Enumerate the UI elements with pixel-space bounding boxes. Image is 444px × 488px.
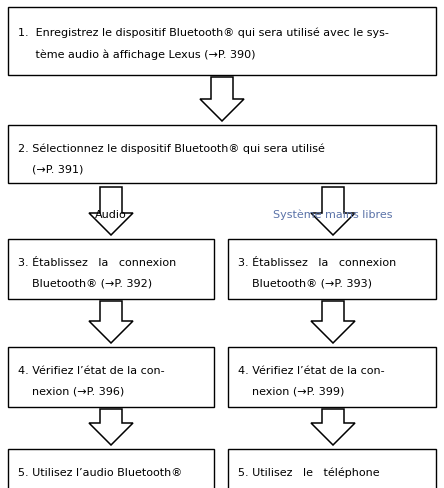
Text: (→P. 396): (→P. 396) [18,487,83,488]
Text: tème audio à affichage Lexus (→P. 390): tème audio à affichage Lexus (→P. 390) [18,50,255,61]
Polygon shape [89,302,133,343]
Bar [228,240,436,299]
Text: Audio: Audio [95,209,127,220]
Bar [8,347,214,407]
Text: 5. Utilisez   le   téléphone: 5. Utilisez le téléphone [238,467,380,478]
Text: 3. Établissez   la   connexion: 3. Établissez la connexion [18,258,176,267]
Text: 4. Vérifiez l’état de la con-: 4. Vérifiez l’état de la con- [238,365,385,375]
Bar [8,8,436,76]
Text: (→P. 391): (→P. 391) [18,163,83,174]
Polygon shape [311,409,355,445]
Text: 2. Sélectionnez le dispositif Bluetooth® qui sera utilisé: 2. Sélectionnez le dispositif Bluetooth®… [18,143,325,154]
Polygon shape [311,302,355,343]
Text: 3. Établissez   la   connexion: 3. Établissez la connexion [238,258,396,267]
Bar [8,449,214,488]
Text: nexion (→P. 399): nexion (→P. 399) [238,385,345,395]
Bar [8,126,436,183]
Bar [228,449,436,488]
Text: nexion (→P. 396): nexion (→P. 396) [18,385,124,395]
Text: Système mains libres: Système mains libres [273,209,393,220]
Polygon shape [89,409,133,445]
Bar [8,240,214,299]
Text: 1.  Enregistrez le dispositif Bluetooth® qui sera utilisé avec le sys-: 1. Enregistrez le dispositif Bluetooth® … [18,28,389,39]
Text: 4. Vérifiez l’état de la con-: 4. Vérifiez l’état de la con- [18,365,165,375]
Text: Bluetooth® (→P. 393): Bluetooth® (→P. 393) [238,278,372,287]
Polygon shape [200,78,244,122]
Text: Bluetooth® (→P. 400): Bluetooth® (→P. 400) [238,487,372,488]
Bar [228,347,436,407]
Text: Bluetooth® (→P. 392): Bluetooth® (→P. 392) [18,278,152,287]
Polygon shape [89,187,133,236]
Polygon shape [311,187,355,236]
Text: 5. Utilisez l’audio Bluetooth®: 5. Utilisez l’audio Bluetooth® [18,467,182,477]
